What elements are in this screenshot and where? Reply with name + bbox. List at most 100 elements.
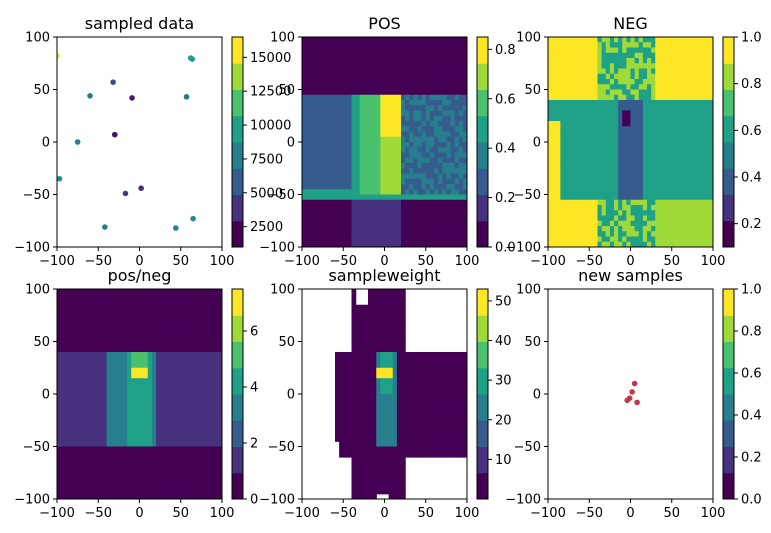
heatmap-cell [322,42,328,49]
heatmap-cell [118,488,124,495]
heatmap-cell [143,304,149,311]
heatmap-cell [630,42,636,49]
heatmap-cell [593,115,599,122]
heatmap-cell [164,341,169,348]
heatmap-cell [688,142,693,148]
heatmap-cell [339,152,344,159]
heatmap-cell [462,79,467,85]
heatmap-cell [446,42,452,49]
heatmap-cell [118,415,124,421]
heatmap-cell [692,152,698,159]
heatmap-cell [601,236,607,243]
heatmap-cell [81,352,87,358]
heatmap-cell [568,79,574,85]
heatmap-cell [618,147,623,154]
heatmap-cell [671,94,677,101]
heatmap-cell [127,420,132,427]
heatmap-cell [630,189,636,196]
heatmap-cell [85,357,91,364]
heatmap-cell [708,231,713,238]
heatmap-cell [326,205,332,211]
heatmap-cell [614,236,619,243]
heatmap-cell [102,436,108,442]
heatmap-cell [618,152,623,159]
heatmap-cell [548,94,553,101]
colorbar-tick-label: 0.6 [741,124,762,139]
heatmap-cell [380,231,386,238]
heatmap-cell [429,205,435,211]
heatmap-cell [172,436,178,442]
heatmap-cell [205,457,211,463]
heatmap-cell [450,241,456,247]
heatmap-cell [69,488,75,495]
heatmap-cell [388,215,394,222]
heatmap-cell [347,89,353,96]
heatmap-cell [172,373,178,379]
heatmap-cell [85,467,91,474]
heatmap-cell [61,430,66,437]
heatmap-cell [434,241,439,247]
heatmap-cell [659,47,665,54]
heatmap-cell [213,294,219,301]
heatmap-cell [413,210,419,217]
heatmap-cell [94,315,99,322]
heatmap-cell [343,231,348,238]
heatmap-cell [147,320,153,327]
heatmap-cell [343,121,348,127]
heatmap-cell [326,100,332,106]
heatmap-cell [351,194,357,201]
heatmap-cell [73,289,79,295]
heatmap-cell [310,220,315,227]
heatmap-cell [548,121,553,127]
heatmap-cell [585,215,590,222]
heatmap-cell [704,63,710,70]
heatmap-cell [651,105,656,112]
heatmap-cell [209,399,215,406]
heatmap-cell [392,210,398,217]
heatmap-cell [458,110,464,117]
heatmap-cell [213,315,219,322]
colorbar-segment [232,315,243,342]
heatmap-cell [626,79,632,85]
heatmap-cell [438,184,443,190]
heatmap-cell [671,199,677,206]
heatmap-cell [438,100,443,106]
heatmap-cell [73,325,79,332]
heatmap-cell [438,178,443,185]
plot-area-2 [548,37,713,247]
heatmap-cell [372,220,377,227]
heatmap-cell [380,58,386,64]
heatmap-cell [118,493,124,499]
heatmap-cell [131,420,136,427]
heatmap-cell [302,121,307,127]
heatmap-cell [351,89,357,96]
heatmap-cell [201,346,207,353]
heatmap-cell [626,168,632,175]
heatmap-cell [151,436,157,442]
colorbar-segment [477,220,488,248]
heatmap-cell [65,388,70,395]
heatmap-cell [659,168,665,175]
heatmap-cell [392,152,398,159]
heatmap-cell [576,205,582,211]
heatmap-cell [576,231,582,238]
heatmap-cell [363,173,369,180]
heatmap-cell [589,210,594,217]
heatmap-cell [454,79,460,85]
heatmap-cell [438,168,443,175]
heatmap-cell [368,231,373,238]
heatmap-cell [376,63,381,70]
heatmap-cell [388,147,394,154]
heatmap-cell [330,168,336,175]
heatmap-cell [392,47,398,54]
heatmap-cell [209,425,215,432]
heatmap-cell [81,378,87,385]
heatmap-cell [704,215,710,222]
heatmap-cell [160,304,165,311]
heatmap-cell [392,68,398,75]
heatmap-cell [193,378,198,385]
heatmap-cell [597,231,603,238]
heatmap-cell [634,79,640,85]
heatmap-cell [65,352,70,358]
heatmap-cell [73,315,79,322]
